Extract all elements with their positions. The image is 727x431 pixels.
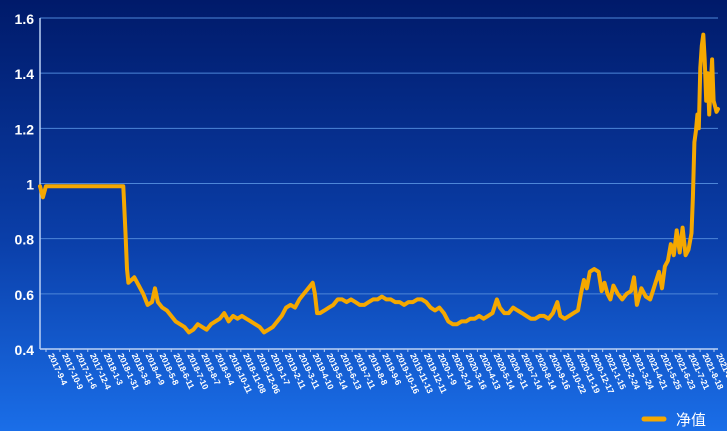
y-tick-label: 1.6 bbox=[15, 11, 35, 27]
y-tick-label: 0.4 bbox=[15, 342, 35, 358]
legend: 净值 bbox=[641, 411, 706, 429]
y-tick-label: 1.2 bbox=[15, 121, 35, 137]
y-tick-label: 1 bbox=[26, 177, 34, 193]
y-tick-label: 1.4 bbox=[15, 66, 35, 82]
series-layer bbox=[38, 32, 720, 335]
y-tick-label: 0.8 bbox=[15, 232, 35, 248]
y-tick-label: 0.6 bbox=[15, 287, 35, 303]
legend-label: 净值 bbox=[676, 411, 706, 429]
axis-layer: 0.4 0.6 0.8 1 1.2 1.4 1.6 bbox=[15, 11, 718, 358]
series-line-net-value bbox=[38, 32, 720, 335]
